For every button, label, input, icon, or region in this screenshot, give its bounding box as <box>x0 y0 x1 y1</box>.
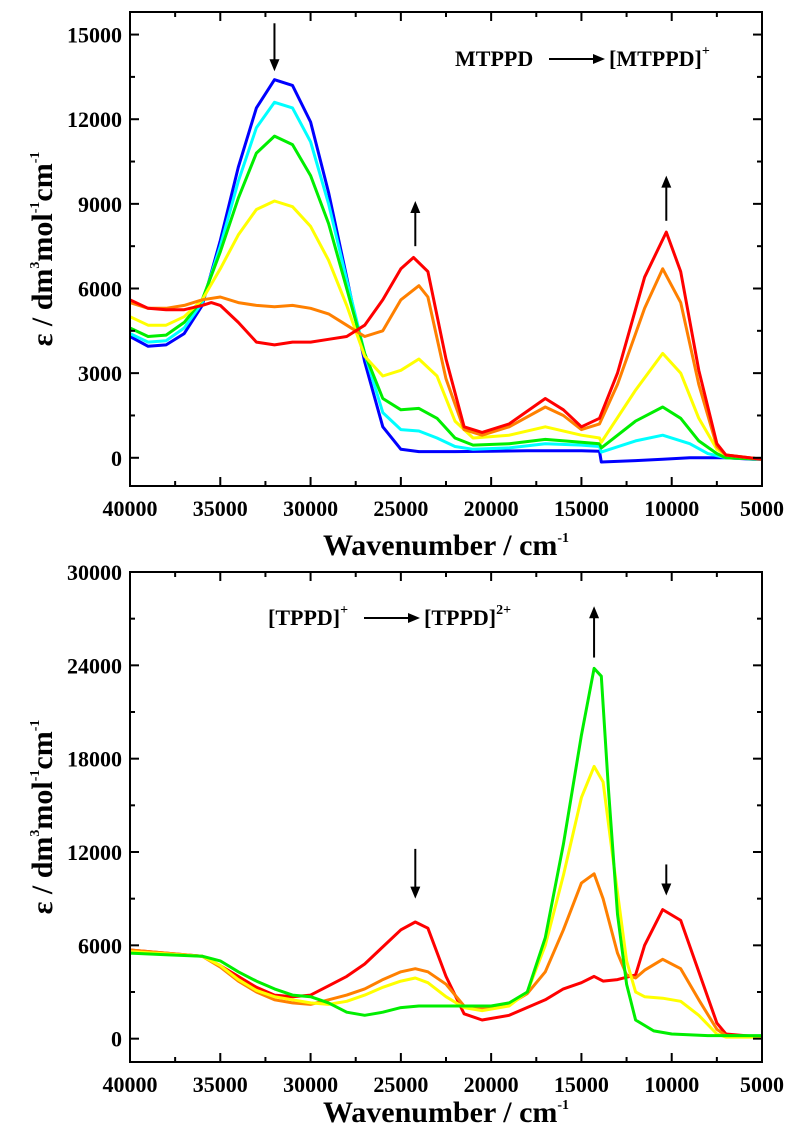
arrow-head <box>589 606 600 619</box>
x-axis-label-text: Wavenumber / cm <box>323 529 557 562</box>
y-axis-label-part: mol <box>26 781 59 829</box>
y-axis-label-part: cm <box>26 731 59 769</box>
x-tick-label: 5000 <box>740 1072 784 1097</box>
y-tick-label: 0 <box>111 446 122 471</box>
series-line-1 <box>129 78 762 464</box>
y-tick-label: 12000 <box>67 107 122 132</box>
series-line-6 <box>129 230 763 461</box>
series-line-5 <box>129 267 763 461</box>
x-axis-label-sup: -1 <box>557 531 569 546</box>
y-axis-label-sup: -1 <box>28 770 43 782</box>
x-tick-label: 5000 <box>740 496 784 521</box>
x-tick-label: 30000 <box>283 496 338 521</box>
y-axis-label: ε / dm3mol-1cm-1 <box>26 152 59 347</box>
annotation-arrow-head <box>408 613 420 623</box>
annotation-reactant: [TPPD]+ <box>268 603 348 630</box>
arrow-head <box>661 883 672 896</box>
x-tick-label: 40000 <box>103 496 158 521</box>
arrow-head <box>410 886 421 899</box>
y-axis-label-part: ε / dm <box>26 269 59 347</box>
chart-top: 40000 35000 30000 25000 20000 15000 10000 5000 0… <box>26 11 784 562</box>
y-tick-label: 30000 <box>67 560 122 585</box>
annotation-reactant-sup: + <box>340 603 348 618</box>
series-line-4 <box>129 666 762 1038</box>
x-tick-label: 30000 <box>283 1072 338 1097</box>
y-tick-label: 12000 <box>67 840 122 865</box>
y-axis-label-part: mol <box>26 213 59 261</box>
annotation-product-text: [TPPD] <box>424 605 496 630</box>
annotation-product-text: [MTPPD] <box>609 46 702 71</box>
x-axis-label-sup: -1 <box>557 1098 569 1113</box>
x-tick-label: 35000 <box>193 1072 248 1097</box>
arrow-head <box>661 175 672 188</box>
x-axis-label: Wavenumber / cm-1 <box>323 529 569 562</box>
x-tick-label: 10000 <box>644 1072 699 1097</box>
y-axis-label-sup: -1 <box>28 202 43 214</box>
y-axis-label-sup: -1 <box>28 720 43 732</box>
y-axis-label-part: cm <box>26 163 59 201</box>
y-axis-label: ε / dm3mol-1cm-1 <box>26 720 59 915</box>
y-axis-label-sup: -1 <box>28 152 43 164</box>
series-line-2 <box>129 872 763 1039</box>
annotation-product-sup: + <box>702 44 710 59</box>
annotation-reactant-text: [TPPD] <box>268 605 340 630</box>
series-line-3 <box>129 134 763 461</box>
x-tick-label: 25000 <box>373 1072 428 1097</box>
y-tick-label: 6000 <box>78 277 122 302</box>
y-tick-label: 18000 <box>67 747 122 772</box>
y-tick-label: 0 <box>111 1027 122 1052</box>
y-tick-label: 3000 <box>78 361 122 386</box>
y-tick-label: 9000 <box>78 192 122 217</box>
x-tick-label: 10000 <box>644 496 699 521</box>
annotation-arrow-head <box>593 54 605 64</box>
x-tick-label: 35000 <box>193 496 248 521</box>
series-line-3 <box>129 764 762 1039</box>
x-tick-label: 25000 <box>373 496 428 521</box>
y-axis-label-part: ε / dm <box>26 837 59 915</box>
arrow-head <box>410 201 421 214</box>
series-line-1 <box>129 908 763 1039</box>
y-tick-label: 15000 <box>67 23 122 48</box>
y-axis-label-sup: 3 <box>28 830 43 837</box>
x-axis-label: Wavenumber / cm-1 <box>323 1096 569 1129</box>
annotation-product-sup: 2+ <box>496 603 511 618</box>
arrow-head <box>269 59 280 72</box>
series-line-2 <box>129 100 763 461</box>
x-tick-label: 15000 <box>554 496 609 521</box>
annotation-product: [TPPD]2+ <box>424 603 511 630</box>
y-tick-label: 24000 <box>67 653 122 678</box>
x-axis-label-text: Wavenumber / cm <box>323 1096 557 1129</box>
y-tick-label: 6000 <box>78 933 122 958</box>
plot-frame <box>129 11 763 487</box>
x-tick-label: 15000 <box>554 1072 609 1097</box>
x-tick-label: 20000 <box>464 1072 519 1097</box>
x-tick-label: 40000 <box>103 1072 158 1097</box>
annotation-product: [MTPPD]+ <box>609 44 710 71</box>
annotation-reactant: MTPPD <box>455 46 533 71</box>
chart-bottom: 40000 35000 30000 25000 20000 15000 10000 5000 0… <box>26 560 784 1129</box>
x-tick-label: 20000 <box>464 496 519 521</box>
plot-frame <box>129 571 763 1063</box>
series-line-4 <box>129 199 763 461</box>
y-axis-label-sup: 3 <box>28 262 43 269</box>
